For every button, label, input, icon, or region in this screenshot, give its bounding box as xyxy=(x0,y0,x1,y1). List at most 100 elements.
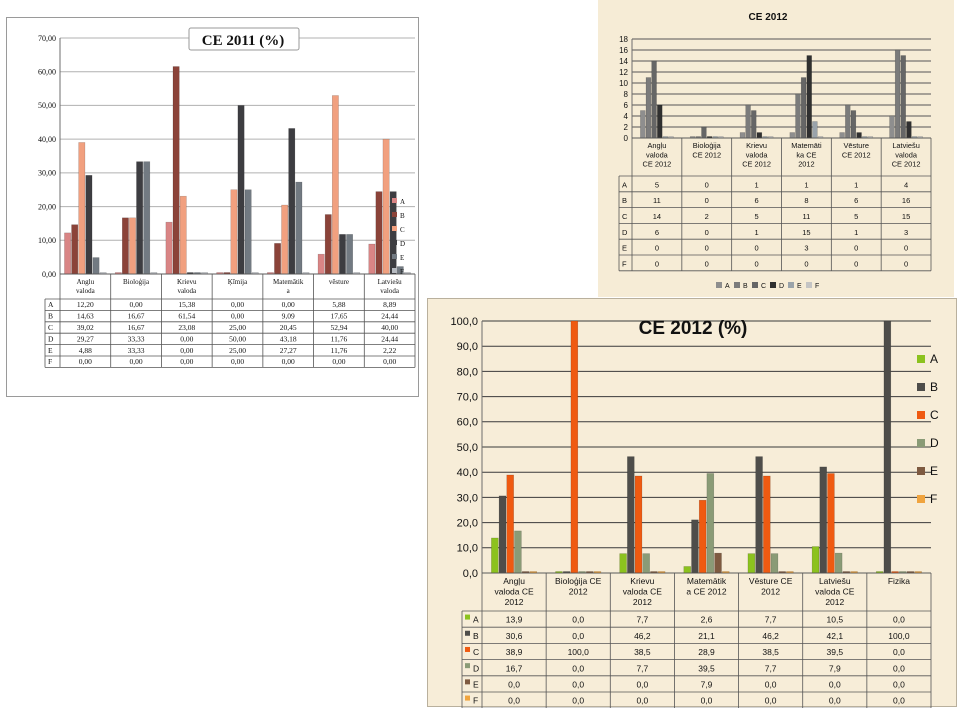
category-label: Bioloģija CE xyxy=(555,576,602,586)
data-label: 4,88 xyxy=(79,346,92,355)
bar-b xyxy=(172,66,180,275)
table-row-label: F xyxy=(48,357,52,366)
data-label: 0,00 xyxy=(282,357,295,366)
data-label: 25,00 xyxy=(229,323,246,332)
data-label: 0,0 xyxy=(893,663,905,673)
data-label: 7,7 xyxy=(765,663,777,673)
y-tick-label: 40,0 xyxy=(457,467,478,479)
category-label: Bioloģija xyxy=(693,141,722,150)
data-label: 38,9 xyxy=(506,647,523,657)
data-label: 0,0 xyxy=(829,696,841,706)
data-label: 5 xyxy=(754,212,758,221)
bar-d xyxy=(856,132,862,139)
data-label: 0,0 xyxy=(572,663,584,673)
bar-d xyxy=(756,132,763,139)
legend-key-c xyxy=(917,411,925,419)
bar-a xyxy=(811,546,820,574)
bar-c xyxy=(506,474,514,574)
legend-key-d xyxy=(392,240,397,245)
table-legend-key-f xyxy=(465,695,470,701)
table-row-label: C xyxy=(48,323,53,332)
bar-d xyxy=(339,234,346,275)
y-tick-label: 0,00 xyxy=(42,270,56,279)
data-label: 0 xyxy=(705,180,709,189)
legend-label: C xyxy=(930,408,939,422)
category-label: Fizika xyxy=(888,576,910,586)
chart-panel-ce-2011: 0,00 10,00 20,00 30,00 40,00 50,00 60,00 70,00 C… xyxy=(6,17,419,397)
table-legend-key-b xyxy=(465,630,470,636)
category-label: Krievu xyxy=(177,278,197,286)
category-label: CE 2012 xyxy=(692,150,721,159)
y-tick-label: 6 xyxy=(624,101,629,110)
y-tick-label: 30,00 xyxy=(38,169,56,178)
category-label: ka CE xyxy=(796,150,816,159)
table-row-label: A xyxy=(473,615,479,625)
table-row-label: F xyxy=(622,259,627,268)
bar-b xyxy=(627,456,635,574)
data-label: 0,00 xyxy=(332,357,345,366)
bar-d xyxy=(389,191,397,275)
bar-c xyxy=(827,473,835,574)
category-label: Latviešu xyxy=(819,576,851,586)
bar-d xyxy=(288,128,296,275)
bar-b xyxy=(498,495,507,574)
y-tick-label: 10,0 xyxy=(457,543,478,555)
legend-key-a xyxy=(917,355,925,363)
data-label: 0,00 xyxy=(130,357,143,366)
data-label: 52,94 xyxy=(330,323,347,332)
y-tick-label: 60,00 xyxy=(38,68,56,77)
category-label: Latviešu xyxy=(378,278,403,286)
data-label: 0,0 xyxy=(508,696,520,706)
category-label: Vēsture xyxy=(844,141,869,150)
data-label: 8 xyxy=(804,196,808,205)
bar-d xyxy=(834,552,843,574)
y-tick-label: 30,0 xyxy=(457,492,478,504)
bar-c xyxy=(179,195,187,275)
category-label: Ķīmija xyxy=(228,278,248,286)
table-legend-key-a xyxy=(465,614,470,620)
data-label: 0,0 xyxy=(893,696,905,706)
data-label: 11 xyxy=(653,196,661,205)
table-row-label: D xyxy=(48,334,54,343)
category-label: vēsture xyxy=(329,278,349,286)
data-label: 20,45 xyxy=(280,323,297,332)
data-label: 33,33 xyxy=(128,334,145,343)
category-label: 2012 xyxy=(633,597,652,607)
data-label: 0 xyxy=(904,244,908,253)
category-label: Matemāti xyxy=(791,141,822,150)
chart-panel-ce-2012-percent: 0,0 10,0 20,0 30,0 40,0 50,0 60,0 70,0 80,0 90,0 1… xyxy=(427,298,957,708)
bar-d xyxy=(657,104,663,139)
bar-a xyxy=(789,132,795,139)
legend-label: E xyxy=(797,283,802,290)
legend-key-c xyxy=(752,282,758,288)
category-label: valoda xyxy=(895,150,918,159)
data-label: 8,89 xyxy=(383,300,396,309)
data-label: 39,5 xyxy=(698,663,715,673)
bar-b xyxy=(819,466,827,574)
bar-c xyxy=(763,475,771,574)
data-label: 100,0 xyxy=(888,631,910,641)
y-tick-label: 80,0 xyxy=(457,366,478,378)
legend-label: A xyxy=(930,352,938,366)
table-row-label: C xyxy=(622,212,628,221)
category-label: 2012 xyxy=(761,586,780,596)
table-row-label: D xyxy=(622,228,628,237)
bar-b xyxy=(122,217,129,275)
data-label: 0,0 xyxy=(765,679,777,689)
data-label: 1 xyxy=(804,180,808,189)
data-label: 38,5 xyxy=(762,647,779,657)
y-tick-label: 18 xyxy=(619,35,628,44)
y-tick-label: 20,0 xyxy=(457,517,478,529)
table-row-label: A xyxy=(622,180,627,189)
data-label: 10,5 xyxy=(827,615,844,625)
data-label: 0 xyxy=(754,259,758,268)
data-label: 33,33 xyxy=(128,346,145,355)
bar-a xyxy=(739,132,746,139)
bar-d xyxy=(906,121,912,139)
bar-c xyxy=(230,189,238,275)
bar-a xyxy=(683,566,691,574)
legend-key-d xyxy=(770,282,776,288)
bar-c xyxy=(900,55,906,139)
category-label: valoda CE xyxy=(494,586,534,596)
